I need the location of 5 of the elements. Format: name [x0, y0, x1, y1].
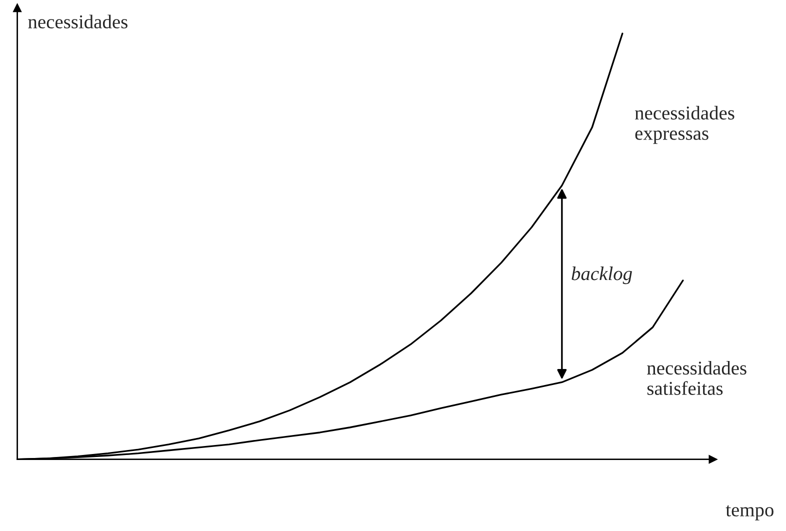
x-axis-title: tempo: [726, 505, 774, 520]
y-axis-title: necessidades: [28, 14, 128, 28]
series-label: necessidades satisfeitas: [647, 360, 746, 395]
series-label: necessidades expressas: [634, 106, 734, 144]
annotation: backlog: [572, 266, 632, 284]
